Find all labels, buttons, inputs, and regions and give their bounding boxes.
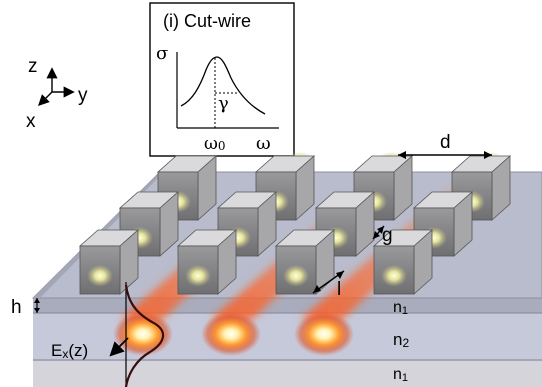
thickness-arrow-bottom bbox=[34, 308, 40, 313]
period-arrow-right bbox=[484, 151, 492, 159]
x-axis-label: x bbox=[26, 111, 36, 132]
z-axis-label: z bbox=[28, 56, 38, 77]
inset-cut-wire: (i) Cut-wire σ ω γ ω0 bbox=[149, 2, 295, 157]
period-arrow-left bbox=[398, 151, 406, 159]
coordinate-axes bbox=[38, 67, 75, 106]
dimension-thickness: h bbox=[11, 297, 40, 318]
gap-arrow-a bbox=[373, 231, 380, 239]
field-label: Ex(z) bbox=[51, 341, 88, 361]
layer-top-front bbox=[33, 298, 542, 313]
inset-omega-label: ω bbox=[256, 133, 271, 154]
length-arrow-b bbox=[336, 271, 344, 279]
layer-bottom bbox=[33, 360, 542, 387]
field-profile bbox=[109, 282, 165, 387]
layer-core bbox=[33, 313, 542, 361]
core-hotspots bbox=[113, 312, 354, 356]
length-arrow-a bbox=[313, 285, 321, 293]
x-axis-arrow bbox=[38, 91, 53, 106]
cut-wire-glow bbox=[185, 264, 211, 287]
field-curve bbox=[124, 284, 165, 387]
cut-wire-12 bbox=[372, 229, 434, 295]
gamma-label: γ bbox=[218, 93, 229, 114]
cut-wire-11 bbox=[274, 229, 336, 295]
cut-wire-glow bbox=[283, 264, 309, 287]
resonance-curve bbox=[180, 56, 266, 115]
dimension-length: l bbox=[312, 270, 345, 300]
thickness-arrow-top bbox=[34, 298, 40, 303]
cut-wire-9 bbox=[78, 229, 140, 295]
cut-wire-10 bbox=[176, 229, 238, 295]
inset-frame bbox=[149, 2, 295, 157]
hotspot-2 bbox=[201, 312, 261, 356]
layer-label-top: n1 bbox=[393, 299, 408, 317]
field-polarization-arrow bbox=[109, 337, 129, 357]
cut-wire-glow bbox=[381, 264, 407, 287]
period-label: d bbox=[440, 132, 451, 153]
layer-label-core: n2 bbox=[393, 330, 409, 350]
length-label: l bbox=[337, 279, 341, 300]
dimension-period: d bbox=[398, 132, 492, 159]
layer-label-bottom: n1 bbox=[393, 366, 408, 384]
gap-label: g bbox=[382, 225, 393, 246]
cut-wire-glow bbox=[87, 264, 113, 287]
thickness-label: h bbox=[11, 297, 22, 318]
cut-wire-8 bbox=[412, 191, 474, 257]
dimension-gap: g bbox=[372, 225, 393, 246]
omega0-label: ω0 bbox=[204, 134, 226, 154]
inset-title: (i) Cut-wire bbox=[163, 11, 251, 31]
cut-wire-array bbox=[78, 152, 512, 295]
y-axis-label: y bbox=[78, 85, 88, 106]
inset-sigma-label: σ bbox=[156, 43, 168, 64]
hotspot-3 bbox=[294, 312, 354, 356]
gap-arrow-b bbox=[377, 226, 384, 234]
